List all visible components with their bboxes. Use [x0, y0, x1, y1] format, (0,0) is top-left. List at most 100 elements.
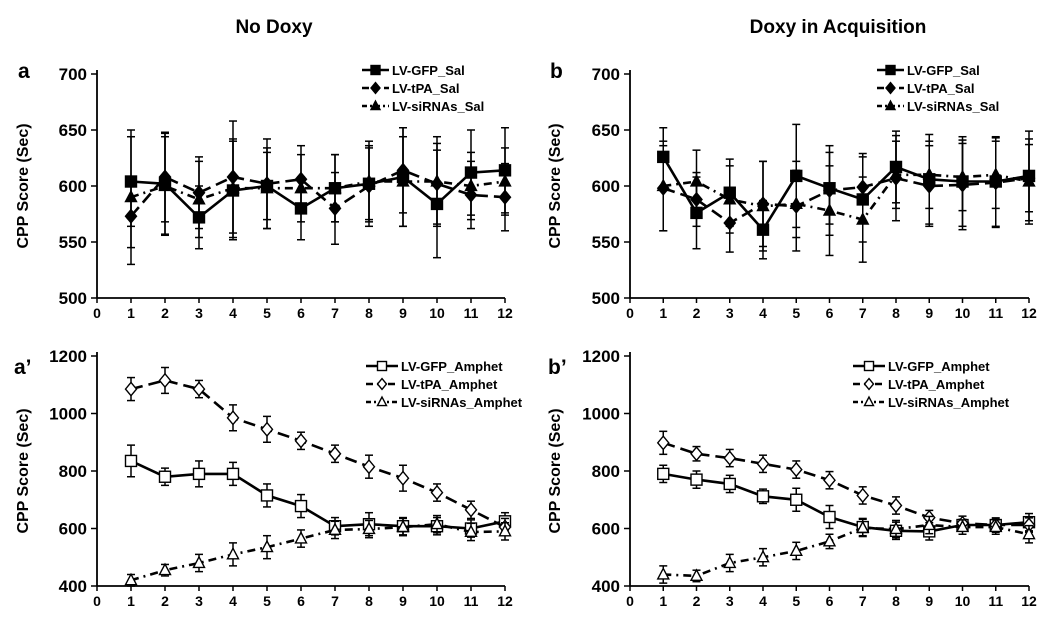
y-axis-label: CPP Score (Sec) — [547, 123, 564, 248]
x-tick-label: 8 — [892, 305, 900, 321]
y-tick-label: 1200 — [582, 347, 620, 366]
lv-sirnas-amphet-triangle-marker — [498, 523, 512, 537]
y-tick-label: 600 — [59, 177, 87, 196]
lv-sirnas-amphet-triangle-marker — [889, 521, 903, 535]
x-tick-label: 4 — [229, 593, 237, 609]
lv-tpa-amphet-diamond-marker — [756, 456, 770, 472]
lv-sirnas-sal-triangle-marker — [789, 196, 803, 210]
y-tick-label: 550 — [59, 233, 87, 252]
y-tick-label: 650 — [592, 121, 620, 140]
panel-letter: a’ — [14, 356, 32, 379]
lv-tpa-amphet-diamond-marker — [396, 470, 410, 486]
y-tick-label: 700 — [592, 65, 620, 84]
lv-tpa-amphet-diamond-marker — [158, 372, 172, 389]
lv-sirnas-sal-triangle-marker — [498, 173, 512, 187]
lv-sirnas-sal-triangle-marker — [362, 173, 376, 187]
x-tick-label: 2 — [161, 593, 169, 609]
lv-tpa-amphet-diamond-marker — [856, 487, 870, 504]
lv-tpa-amphet-diamond-marker — [656, 435, 670, 451]
lv-sirnas-amphet-triangle-marker — [856, 520, 870, 534]
panel-letter: b — [550, 60, 563, 83]
lv-sirnas-sal-triangle-marker — [889, 167, 903, 180]
lv-gfp-amphet-square-marker — [294, 499, 308, 513]
y-axis-label: CPP Score (Sec) — [15, 408, 32, 533]
lv-sirnas-sal-triangle-marker — [723, 191, 737, 205]
lv-sirnas-amphet-triangle-marker — [192, 555, 206, 569]
lv-sirnas-sal-triangle-marker — [192, 191, 206, 205]
y-tick-label: 500 — [592, 289, 620, 308]
legend-square-marker — [370, 64, 381, 76]
lv-tpa-amphet-diamond-marker — [690, 446, 703, 462]
legend-label: LV-GFP_Amphet — [401, 359, 503, 374]
lv-tpa-amphet-diamond-marker — [362, 458, 376, 475]
lv-tpa-amphet-diamond-marker — [723, 450, 737, 466]
lv-gfp-amphet-square-marker — [723, 477, 736, 491]
series-lv-tpa-sal — [124, 120, 512, 249]
legend-triangle-marker — [369, 99, 382, 111]
x-tick-label: 4 — [759, 593, 767, 609]
lv-sirnas-sal-triangle-marker — [989, 167, 1003, 180]
y-tick-label: 550 — [592, 233, 620, 252]
lv-tpa-amphet-diamond-marker — [328, 446, 342, 462]
lv-sirnas-amphet-triangle-marker — [656, 566, 670, 580]
x-tick-label: 11 — [464, 305, 479, 321]
x-tick-label: 3 — [195, 305, 203, 321]
legend-label: LV-tPA_Amphet — [401, 377, 498, 392]
x-tick-label: 0 — [93, 305, 101, 321]
legend-label: LV-tPA_Amphet — [888, 377, 985, 392]
legend-label: LV-siRNAs_Sal — [392, 99, 484, 114]
panel-letter: a — [18, 60, 30, 83]
x-tick-label: 4 — [229, 305, 237, 321]
lv-gfp-amphet-line — [130, 459, 506, 530]
lv-gfp-amphet-square-marker — [756, 490, 770, 503]
lv-gfp-amphet-square-marker — [657, 467, 670, 481]
x-tick-label: 7 — [859, 593, 867, 609]
lv-sirnas-amphet-triangle-marker — [328, 522, 342, 536]
lv-tpa-amphet-diamond-marker — [192, 381, 206, 397]
legend-diamond-marker — [370, 81, 381, 95]
lv-sirnas-sal-triangle-marker — [464, 178, 478, 192]
x-tick-label: 8 — [892, 593, 900, 609]
lv-sirnas-amphet-triangle-marker — [124, 572, 138, 586]
x-tick-label: 11 — [988, 593, 1003, 609]
lv-sirnas-amphet-triangle-marker — [723, 555, 737, 569]
lv-sirnas-sal-triangle-marker — [756, 198, 770, 212]
x-tick-label: 4 — [759, 305, 767, 321]
legend-diamond-marker — [885, 81, 896, 95]
legend-triangle-marker — [884, 99, 897, 111]
lv-sirnas-amphet-triangle-marker — [989, 519, 1003, 533]
legend-square-marker — [885, 64, 896, 76]
x-tick-label: 5 — [263, 593, 271, 609]
column-title-left: No Doxy — [235, 17, 313, 38]
lv-gfp-amphet-square-marker — [260, 489, 274, 502]
x-tick-label: 12 — [497, 305, 513, 321]
x-tick-label: 2 — [693, 593, 701, 609]
x-tick-label: 6 — [297, 305, 305, 321]
lv-gfp-amphet-square-marker — [790, 493, 803, 506]
lv-sirnas-amphet-triangle-marker — [922, 517, 936, 531]
y-tick-label: 400 — [592, 577, 620, 596]
lv-gfp-amphet-square-marker — [192, 467, 206, 481]
x-tick-label: 0 — [93, 593, 101, 609]
x-tick-label: 1 — [127, 305, 135, 321]
lv-sirnas-sal-triangle-marker — [124, 189, 138, 203]
series-lv-gfp-amphet — [124, 444, 512, 538]
lv-gfp-amphet-square-marker — [124, 454, 138, 468]
y-tick-label: 600 — [592, 520, 620, 539]
y-tick-label: 600 — [592, 177, 620, 196]
y-tick-label: 800 — [59, 462, 87, 481]
legend-label: LV-GFP_Sal — [392, 63, 465, 78]
legend-label: LV-siRNAs_Amphet — [401, 395, 523, 410]
lv-sirnas-sal-triangle-marker — [396, 173, 410, 187]
lv-sirnas-amphet-triangle-marker — [1022, 526, 1036, 540]
x-tick-label: 9 — [399, 305, 407, 321]
panel-letter: b’ — [548, 356, 567, 379]
lv-gfp-amphet-square-marker — [226, 467, 240, 481]
lv-tpa-amphet-diamond-marker — [789, 461, 803, 478]
legend-triangle-marker — [863, 395, 875, 407]
lv-tpa-amphet-diamond-marker — [294, 433, 308, 449]
y-tick-label: 1200 — [49, 347, 87, 366]
x-tick-label: 8 — [365, 593, 373, 609]
lv-sirnas-sal-triangle-marker — [430, 173, 444, 187]
